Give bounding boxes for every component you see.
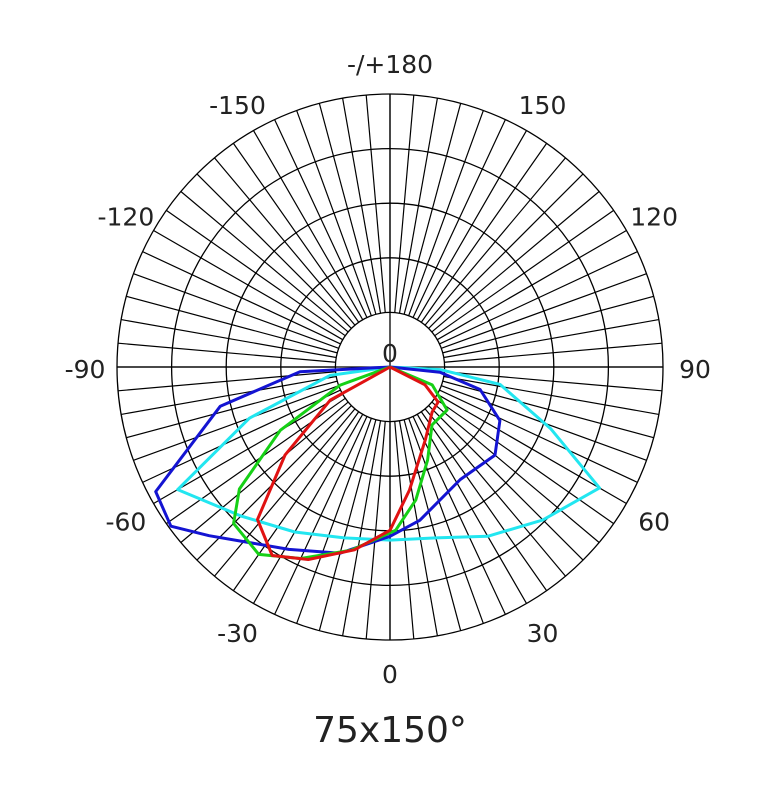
angle-label: 0 (382, 660, 398, 689)
spoke (412, 416, 506, 615)
spoke (416, 130, 528, 321)
spoke (365, 421, 386, 640)
spoke (398, 420, 438, 636)
spoke (403, 419, 462, 631)
spoke (416, 413, 528, 604)
spoke (153, 229, 344, 341)
angle-label: 150 (519, 91, 567, 120)
chart-title: 75x150° (313, 710, 467, 751)
spoke (133, 273, 339, 349)
spoke (442, 380, 654, 439)
spoke (398, 98, 438, 314)
spoke (117, 371, 336, 392)
spoke (342, 98, 382, 314)
spoke (166, 209, 346, 337)
spoke (434, 209, 614, 337)
spoke (252, 413, 364, 604)
spoke (424, 408, 566, 577)
spoke (428, 173, 584, 329)
angle-label: 90 (679, 355, 711, 384)
spoke (444, 342, 663, 363)
spoke (439, 251, 638, 345)
spoke (428, 405, 584, 561)
spoke (408, 110, 484, 316)
spoke (439, 389, 638, 483)
spoke (232, 143, 360, 323)
spoke (318, 103, 377, 315)
angle-label: 60 (638, 508, 670, 537)
spoke (443, 375, 659, 415)
spoke (296, 418, 372, 624)
spoke (232, 411, 360, 591)
angle-label: 120 (630, 203, 678, 232)
spoke (133, 385, 339, 461)
spoke (196, 173, 352, 329)
polar-curve (256, 365, 440, 561)
r-tick-label: 0 (382, 339, 398, 368)
spoke (180, 191, 349, 333)
spoke (117, 342, 336, 363)
spoke (318, 419, 377, 631)
spoke (342, 420, 382, 636)
spoke (441, 273, 647, 349)
spoke (142, 251, 341, 345)
spoke (431, 401, 600, 543)
angle-label: -30 (217, 619, 258, 648)
spoke (424, 157, 566, 326)
spoke (214, 408, 356, 577)
spoke (121, 375, 337, 415)
angle-label: -150 (209, 91, 266, 120)
spoke (121, 319, 337, 359)
spoke (153, 393, 344, 505)
spoke (442, 295, 654, 354)
angle-label: -60 (105, 508, 146, 537)
spoke (296, 110, 372, 316)
spoke (431, 191, 600, 333)
spoke (274, 119, 368, 318)
spoke (126, 295, 338, 354)
angle-label: -120 (97, 203, 154, 232)
spoke (436, 393, 627, 505)
spoke (252, 130, 364, 321)
spoke (420, 143, 548, 323)
angle-label: -90 (65, 355, 106, 384)
polar-curve (176, 365, 601, 542)
spoke (443, 319, 659, 359)
spoke (394, 94, 415, 313)
angle-label: -/+180 (347, 50, 433, 79)
spoke (420, 411, 548, 591)
spoke (180, 401, 349, 543)
spoke (436, 229, 627, 341)
spoke (412, 119, 506, 318)
spoke (214, 157, 356, 326)
spoke (444, 371, 663, 392)
spoke (434, 397, 614, 525)
spoke (365, 94, 386, 313)
spoke (274, 416, 368, 615)
angle-label: 30 (527, 619, 559, 648)
spoke (403, 103, 462, 315)
